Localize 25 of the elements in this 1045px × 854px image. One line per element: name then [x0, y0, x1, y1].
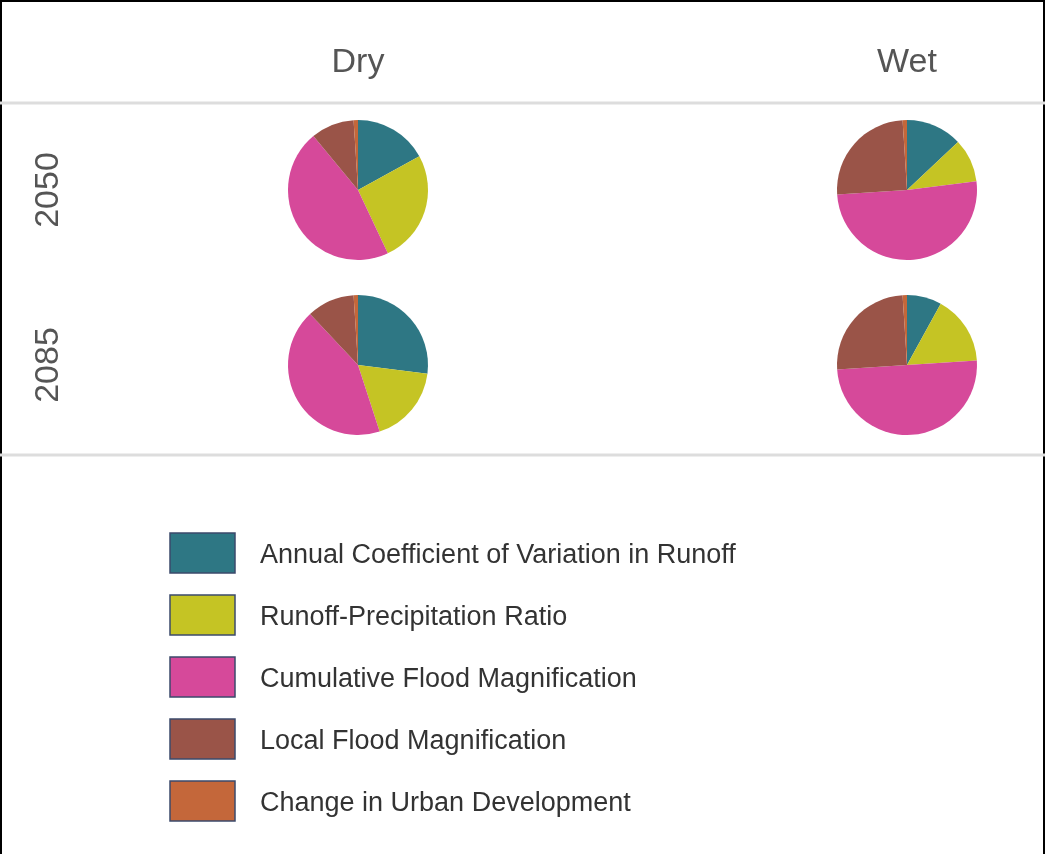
pie-slice	[837, 120, 907, 195]
chart-title: Wet	[877, 41, 938, 79]
pie-slice	[358, 295, 428, 374]
pie-slice	[907, 303, 977, 365]
pie-slice	[907, 120, 959, 190]
pie-slice	[288, 313, 380, 435]
pie-slice	[907, 295, 941, 365]
legend-label: Local Flood Magnification	[260, 725, 567, 755]
pie-slice	[837, 181, 977, 260]
pie-slice	[288, 136, 388, 260]
chart-title: Dry	[331, 41, 385, 79]
pie-slice	[310, 295, 358, 365]
pie-slice	[837, 360, 977, 435]
text: 2050	[27, 152, 65, 228]
legend-label: Annual Coefficient of Variation in Runoff	[260, 539, 737, 569]
pie-slice	[358, 365, 428, 432]
pie-slice	[907, 142, 977, 190]
legend-label: Runoff-Precipitation Ratio	[260, 601, 568, 631]
pie-slice	[313, 120, 358, 190]
text: 2085	[27, 327, 65, 403]
legend-label: Cumulative Flood Magnification	[260, 663, 637, 693]
pie-slice	[358, 120, 420, 190]
pie-slice	[358, 156, 428, 254]
legend-label: Change in Urban Development	[260, 787, 632, 817]
pie-slice	[837, 295, 907, 370]
